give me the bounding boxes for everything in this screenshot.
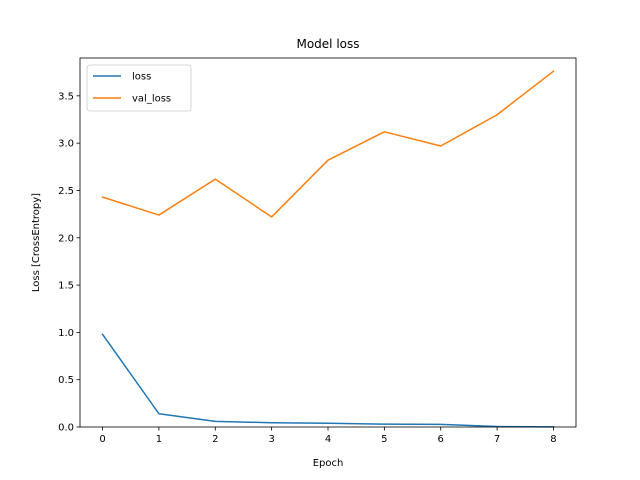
x-tick-label: 7 [494, 434, 500, 445]
x-tick-label: 5 [381, 434, 387, 445]
y-tick-label: 1.5 [58, 281, 74, 292]
x-tick-label: 3 [268, 434, 274, 445]
series-layer [101, 70, 555, 428]
x-axis-label: Epoch [313, 458, 344, 469]
chart-title: Model loss [296, 37, 359, 51]
y-tick-label: 2.0 [58, 233, 74, 244]
y-axis-label: Loss [CrossEntropy] [31, 193, 42, 292]
x-tick-label: 8 [550, 434, 556, 445]
x-tick-label: 0 [99, 434, 105, 445]
x-tick-label: 4 [325, 434, 331, 445]
y-tick-label: 0.5 [58, 375, 74, 386]
y-axis-ticks: 0.0 0.5 1.0 1.5 2.0 2.5 3.0 3.5 [58, 91, 80, 434]
series-line-loss [101, 333, 555, 428]
legend-label-val-loss: val_loss [132, 94, 171, 105]
legend: loss val_loss [86, 64, 192, 112]
y-tick-label: 2.5 [58, 186, 74, 197]
x-tick-label: 2 [212, 434, 218, 445]
y-tick-label: 3.5 [58, 91, 74, 102]
series-line-val-loss [101, 70, 555, 218]
x-tick-label: 6 [438, 434, 444, 445]
x-axis-ticks: 0 1 2 3 4 5 6 7 8 [99, 427, 557, 445]
legend-label-loss: loss [132, 72, 151, 83]
y-tick-label: 0.0 [58, 423, 74, 434]
x-tick-label: 1 [156, 434, 162, 445]
y-tick-label: 1.0 [58, 328, 74, 339]
y-tick-label: 3.0 [58, 139, 74, 150]
